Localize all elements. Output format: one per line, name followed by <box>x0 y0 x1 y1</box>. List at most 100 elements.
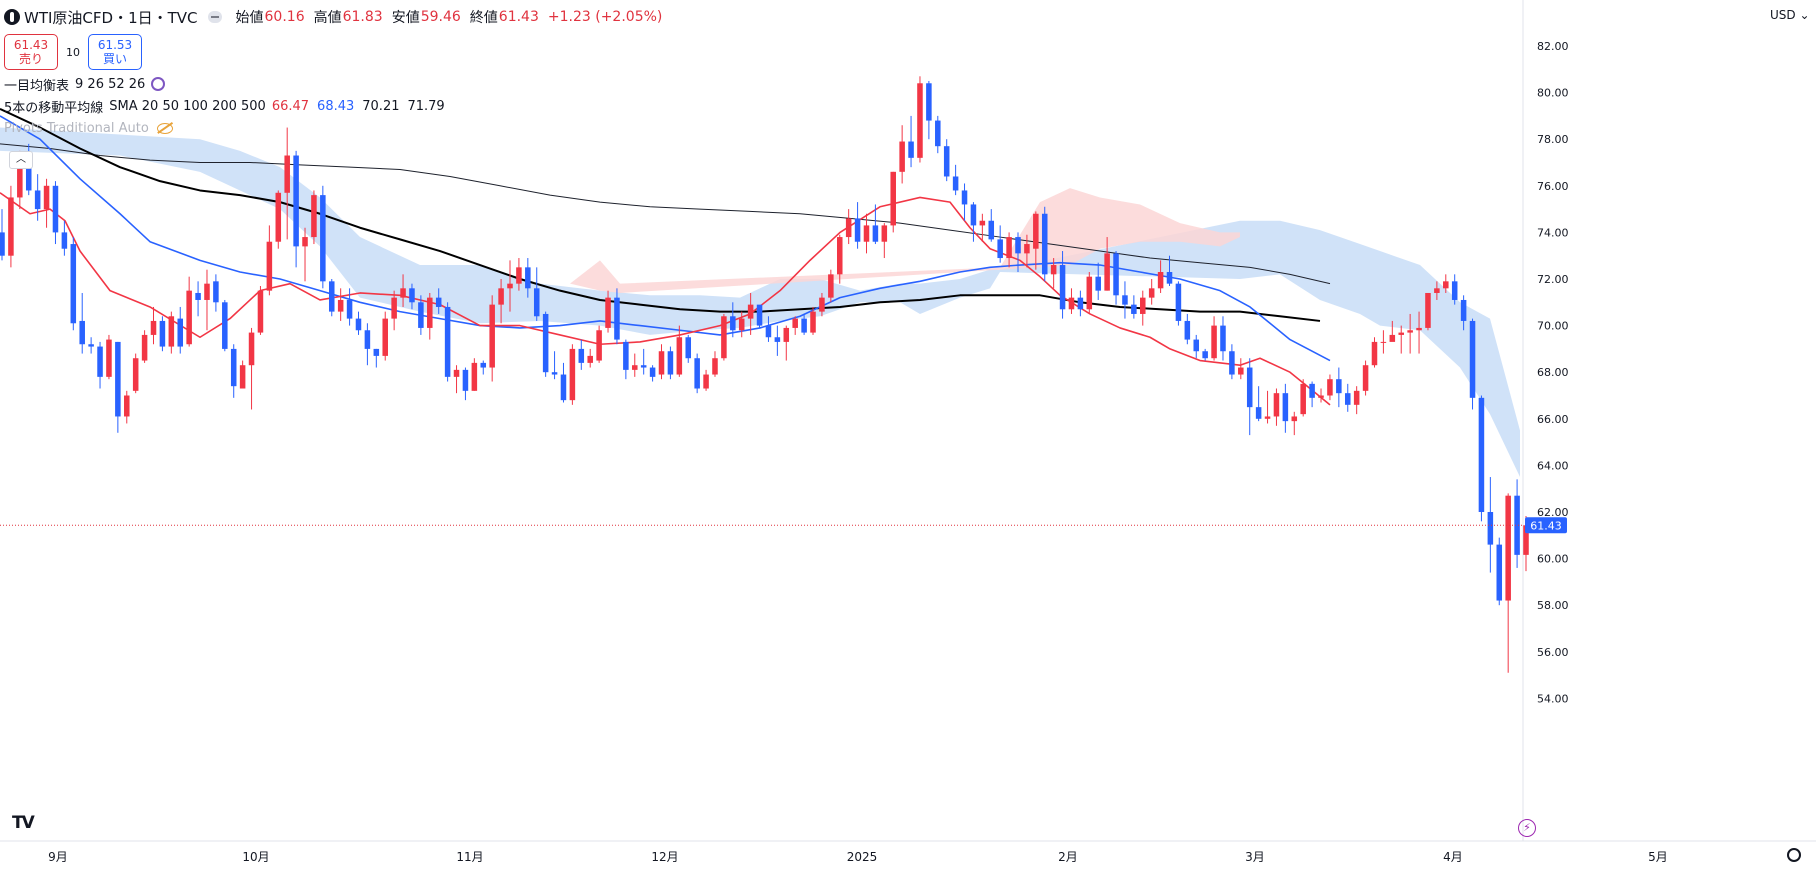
buy-price: 61.53 <box>97 38 133 52</box>
candle <box>1398 325 1404 354</box>
candle-body <box>70 244 77 324</box>
candle <box>1140 290 1146 326</box>
candle <box>569 344 576 405</box>
candle <box>1229 344 1235 380</box>
candle-body <box>132 358 139 391</box>
ichimoku-row[interactable]: 一目均衡表 9 26 52 26 <box>4 72 671 96</box>
buy-button[interactable]: 61.53 買い <box>88 34 142 70</box>
candle-body <box>150 320 157 335</box>
candle <box>1469 318 1476 410</box>
x-tick-label: 12月 <box>651 850 678 864</box>
buy-label: 買い <box>102 52 127 66</box>
candle <box>400 274 406 307</box>
candle-body <box>649 367 656 377</box>
close-label: 終値 <box>469 10 498 26</box>
candle-body <box>703 374 709 389</box>
candle <box>257 285 264 335</box>
candle <box>756 304 763 328</box>
candle <box>1336 367 1342 408</box>
candle-body <box>926 83 932 121</box>
candle-body <box>783 327 790 342</box>
candle-body <box>774 337 781 342</box>
candle-body <box>1514 495 1520 555</box>
candle-body <box>917 83 923 158</box>
candle <box>275 190 282 249</box>
eye-off-icon[interactable] <box>156 122 173 134</box>
candle-body <box>997 239 1003 259</box>
candle-body <box>1460 299 1467 321</box>
candle <box>863 213 870 254</box>
candle <box>649 365 656 382</box>
candle-body <box>640 365 647 368</box>
candle <box>1416 311 1422 354</box>
candle-body <box>1246 367 1253 408</box>
time-axis[interactable]: 9月 10月 11月 12月 2025 2月 3月 4月 5月 <box>48 850 1668 864</box>
candle-body <box>935 120 941 147</box>
candle <box>747 292 754 335</box>
candle-body <box>266 241 273 291</box>
candle-body <box>239 365 246 389</box>
chevron-up-icon[interactable]: ︿ <box>9 151 33 169</box>
candle <box>1478 395 1485 522</box>
lightning-icon[interactable]: ⚡ <box>1518 819 1536 837</box>
candle-body <box>284 155 290 193</box>
candle-body <box>230 348 237 387</box>
candle <box>730 302 736 338</box>
refresh-icon[interactable] <box>151 77 166 91</box>
candle-body <box>1505 495 1511 601</box>
candle-body <box>364 330 371 349</box>
candle-body <box>1336 379 1342 394</box>
candle <box>115 341 121 433</box>
y-tick-label: 80.00 <box>1537 87 1569 100</box>
ma-row[interactable]: 5本の移動平均線 SMA 20 50 100 200 500 66.47 68.… <box>4 96 671 116</box>
price-axis[interactable]: 82.00 80.00 78.00 76.00 74.00 72.00 70.00 68.00… <box>1537 40 1569 705</box>
candle <box>685 334 692 363</box>
y-tick-label: 70.00 <box>1537 320 1569 333</box>
candle <box>542 311 549 377</box>
candle <box>525 258 531 298</box>
candle-body <box>79 320 85 345</box>
y-tick-label: 76.00 <box>1537 180 1569 193</box>
candle <box>1015 232 1021 273</box>
candle-body <box>1478 397 1485 512</box>
collapse-dash-icon[interactable] <box>207 11 222 23</box>
candle-body <box>1487 512 1494 545</box>
candle-body <box>257 290 264 333</box>
candle <box>248 327 255 410</box>
pivots-row[interactable]: Pivots Traditional Auto <box>4 116 671 140</box>
candle <box>988 209 995 242</box>
candle <box>1122 281 1128 319</box>
candle-body <box>899 141 905 172</box>
candle <box>1380 330 1387 354</box>
candle <box>1487 477 1494 573</box>
currency-selector[interactable]: USD ⌄ <box>1770 8 1810 22</box>
candle <box>293 150 299 268</box>
symbol-title[interactable]: WTI原油CFD・1日・TVC <box>24 8 198 27</box>
candle-body <box>1407 330 1413 333</box>
candle <box>311 190 317 245</box>
candle <box>462 367 469 401</box>
x-tick-label: 2月 <box>1058 850 1078 864</box>
candle-body <box>1353 390 1360 405</box>
candle <box>204 269 210 331</box>
candle <box>667 346 674 380</box>
candle <box>328 279 335 317</box>
candle <box>961 183 968 221</box>
candle-body <box>507 283 513 289</box>
candle-body <box>97 346 103 377</box>
settings-icon[interactable] <box>1787 848 1801 862</box>
candle-body <box>970 204 977 226</box>
candle <box>560 362 567 403</box>
x-tick-label: 4月 <box>1443 850 1463 864</box>
candle <box>177 306 184 354</box>
ma-name: 5本の移動平均線 <box>4 100 104 116</box>
tradingview-logo[interactable]: TV <box>12 813 35 833</box>
candle <box>222 299 228 352</box>
candle-body <box>355 318 362 331</box>
candle-body <box>1193 339 1200 352</box>
candle <box>1362 360 1369 396</box>
quantity[interactable]: 10 <box>66 45 80 59</box>
sell-button[interactable]: 61.43 売り <box>4 34 58 70</box>
candle-body <box>1122 295 1128 305</box>
